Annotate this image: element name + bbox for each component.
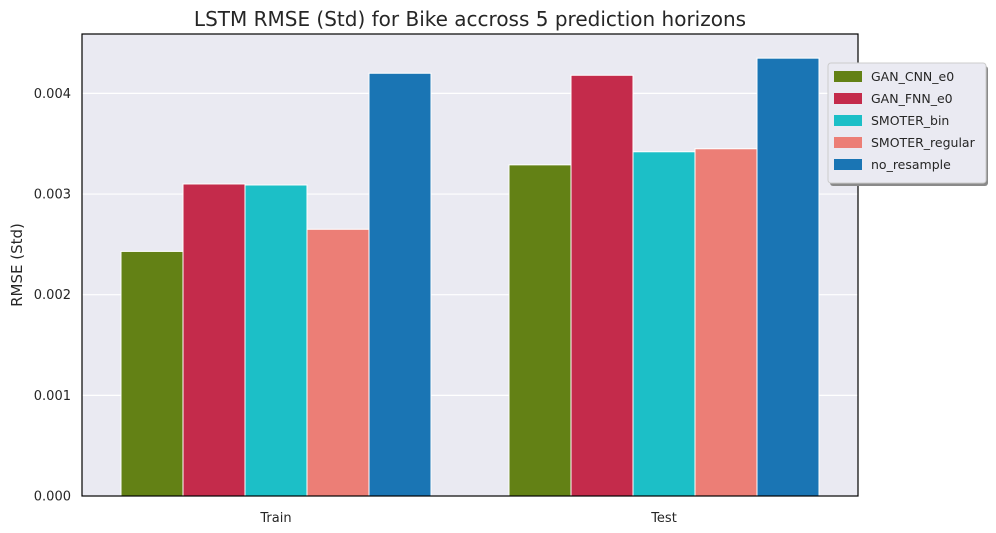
bar-smoter-bin-train xyxy=(244,184,308,497)
y-tick-label: 0.000 xyxy=(34,490,71,505)
plot-frame xyxy=(81,33,859,497)
x-tick-labels: Train Test xyxy=(259,511,676,526)
legend-swatch xyxy=(834,159,862,170)
legend-swatch xyxy=(834,93,862,104)
y-tick-label: 0.002 xyxy=(34,288,71,303)
legend-entry: SMOTER_regular xyxy=(871,135,976,150)
bar-no-resample-train xyxy=(368,72,432,497)
chart-title: LSTM RMSE (Std) for Bike accross 5 predi… xyxy=(194,7,746,31)
legend-entry: SMOTER_bin xyxy=(871,113,949,128)
legend-swatch xyxy=(834,137,862,148)
bars xyxy=(120,57,820,497)
legend-entry: GAN_FNN_e0 xyxy=(871,91,953,106)
x-tick-label: Test xyxy=(650,511,677,526)
y-tick-labels: 0.000 0.001 0.002 0.003 0.004 xyxy=(34,87,71,505)
legend-swatch xyxy=(834,115,862,126)
legend: GAN_CNN_e0 GAN_FNN_e0 SMOTER_bin SMOTER_reg… xyxy=(827,62,988,186)
bar-smoter-regular-test xyxy=(694,148,758,497)
x-tick-label: Train xyxy=(259,511,291,526)
y-tick-label: 0.004 xyxy=(34,87,71,102)
legend-swatch xyxy=(834,71,862,82)
bar-smoter-bin-test xyxy=(632,151,696,497)
y-axis-label: RMSE (Std) xyxy=(8,223,26,307)
legend-box xyxy=(827,62,987,184)
bar-no-resample-test xyxy=(756,57,820,497)
bar-smoter-regular-train xyxy=(306,228,370,497)
bar-gan-cnn-e0-train xyxy=(120,250,184,497)
legend-entry: no_resample xyxy=(871,157,951,172)
bar-gan-fnn-e0-test xyxy=(570,74,634,497)
bar-gan-fnn-e0-train xyxy=(182,183,246,497)
y-tick-label: 0.001 xyxy=(34,389,71,404)
bar-gan-cnn-e0-test xyxy=(508,164,572,497)
y-tick-label: 0.003 xyxy=(34,188,71,203)
legend-entry: GAN_CNN_e0 xyxy=(871,69,954,84)
